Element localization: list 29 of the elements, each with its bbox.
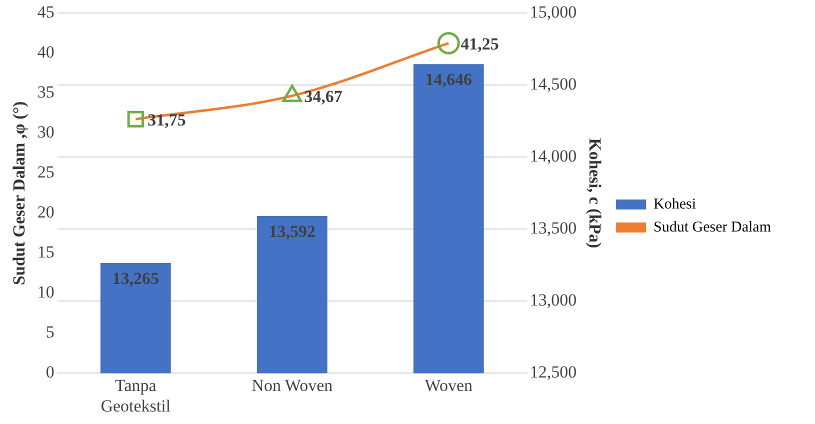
y-tick-label: 0: [46, 362, 54, 382]
x-tick-label: Non Woven: [252, 376, 334, 395]
y-tick-label: 20: [37, 202, 54, 222]
data-label: 13,265: [112, 268, 160, 288]
data-label: 41,25: [460, 34, 499, 54]
y-tick-label: 5: [46, 322, 54, 342]
y-axis-title: Sudut Geser Dalam ,φ (°): [10, 101, 29, 286]
y-tick-label: 30: [37, 122, 54, 142]
y2-axis-title: Kohesi, c (kPa): [585, 138, 604, 248]
legend-label: Sudut Geser Dalam: [654, 219, 772, 236]
x-tick-label: Woven: [424, 376, 473, 395]
y2-tick-label: 14,000: [530, 146, 577, 166]
y2-tick-label: 13,500: [530, 218, 577, 238]
y2-tick-label: 14,500: [530, 74, 577, 94]
y2-tick-label: 15,000: [530, 2, 577, 22]
y-tick-label: 10: [37, 282, 54, 302]
data-label: 14,646: [425, 70, 472, 90]
y-tick-label: 40: [37, 42, 54, 62]
y-tick-label: 35: [37, 82, 54, 102]
y-tick-label: 15: [37, 242, 54, 262]
data-label: 13,592: [268, 222, 316, 241]
y2-tick-label: 13,000: [530, 290, 577, 310]
data-label: 31,75: [148, 110, 186, 130]
legend-label: Kohesi: [654, 196, 696, 212]
y-tick-label: 45: [37, 2, 54, 22]
y2-tick-label: 12,500: [530, 362, 577, 382]
x-tick-label: Tanpa Geotekstil: [100, 376, 171, 416]
y-tick-label: 25: [37, 162, 54, 182]
data-label: 34,67: [304, 87, 343, 106]
